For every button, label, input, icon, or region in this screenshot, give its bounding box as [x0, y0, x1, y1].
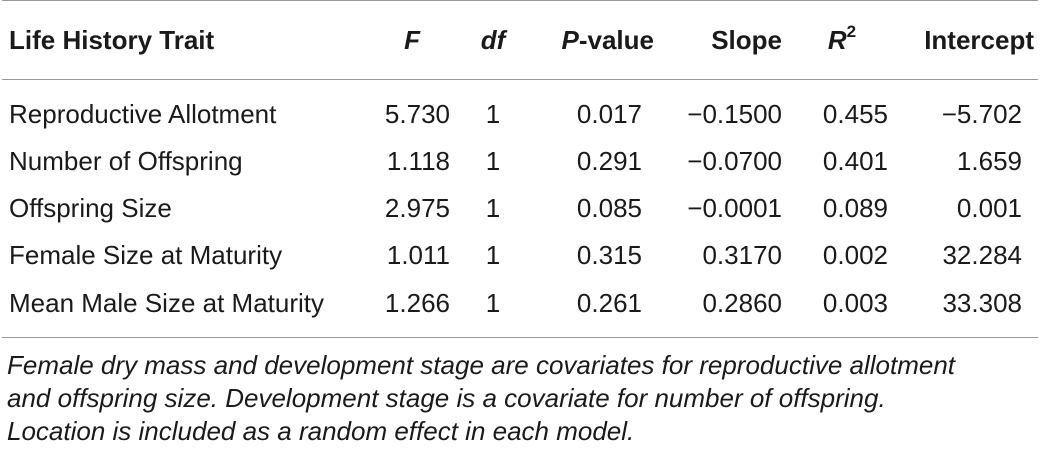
cell-df: 1 — [485, 98, 501, 129]
cell-r2: 0.455 — [822, 98, 888, 129]
cell-p: 0.291 — [576, 146, 642, 176]
cell-trait: Female Size at Maturity — [9, 240, 283, 270]
header-r2-base: R — [827, 24, 847, 55]
cell-r2: 0.401 — [822, 146, 888, 176]
cell-trait: Offspring Size — [9, 193, 172, 223]
footnote-line-3: Location is included as a random effect … — [7, 416, 635, 446]
cell-p: 0.261 — [526, 279, 656, 338]
table-body: Reproductive Allotment 5.730 1 0.017 −0.… — [2, 80, 1038, 338]
cell-intercept: 0.001 — [956, 193, 1022, 223]
header-slope: Slope — [656, 0, 792, 80]
cell-intercept: 33.308 — [892, 279, 1038, 338]
cell-f: 1.118 — [386, 146, 450, 176]
header-r2-sup: 2 — [846, 21, 857, 41]
footnote-line-2: and offspring size. Development stage is… — [7, 383, 886, 413]
cell-f: 1.266 — [369, 279, 460, 338]
cell-df: 1 — [460, 279, 526, 338]
cell-slope: −0.0700 — [687, 146, 782, 176]
cell-slope: 0.2860 — [656, 279, 792, 338]
cell-trait: Mean Male Size at Maturity — [2, 279, 369, 338]
cell-f: 2.975 — [384, 193, 450, 223]
header-f: F — [369, 0, 460, 80]
cell-trait: Reproductive Allotment — [9, 98, 277, 129]
header-p-italic: P — [561, 24, 579, 55]
table-footnote: Female dry mass and development stage ar… — [0, 338, 1040, 448]
cell-f: 1.011 — [386, 240, 450, 270]
cell-p: 0.085 — [576, 193, 642, 223]
cell-df: 1 — [485, 193, 501, 223]
cell-intercept: 32.284 — [942, 240, 1022, 270]
header-trait: Life History Trait — [2, 0, 369, 80]
header-r2: R2 — [792, 0, 892, 80]
table-row: Reproductive Allotment 5.730 1 0.017 −0.… — [2, 80, 1038, 139]
cell-intercept: −5.702 — [941, 98, 1022, 129]
header-intercept: Intercept — [892, 0, 1038, 80]
life-history-table: Life History Trait F df P-value Slope R2… — [2, 0, 1038, 338]
table-row: Number of Offspring 1.118 1 0.291 −0.070… — [2, 138, 1038, 185]
cell-df: 1 — [485, 240, 501, 270]
cell-p: 0.017 — [576, 98, 642, 129]
cell-r2: 0.002 — [822, 240, 888, 270]
header-row: Life History Trait F df P-value Slope R2… — [2, 0, 1038, 80]
header-p-rest: -value — [578, 24, 654, 55]
table-row: Mean Male Size at Maturity 1.266 1 0.261… — [2, 279, 1038, 338]
cell-f: 5.730 — [384, 98, 450, 129]
table-row: Offspring Size 2.975 1 0.085 −0.0001 0.0… — [2, 185, 1038, 232]
cell-r2: 0.089 — [822, 193, 888, 223]
cell-slope: −0.1500 — [687, 98, 782, 129]
cell-trait: Number of Offspring — [9, 146, 243, 176]
cell-df: 1 — [485, 146, 501, 176]
table-header: Life History Trait F df P-value Slope R2… — [2, 0, 1038, 80]
footnote-line-1: Female dry mass and development stage ar… — [7, 350, 956, 380]
header-df: df — [460, 0, 526, 80]
cell-intercept: 1.659 — [956, 146, 1022, 176]
cell-p: 0.315 — [576, 240, 642, 270]
cell-slope: 0.3170 — [702, 240, 782, 270]
cell-slope: −0.0001 — [687, 193, 782, 223]
table-row: Female Size at Maturity 1.011 1 0.315 0.… — [2, 232, 1038, 279]
cell-r2: 0.003 — [792, 279, 892, 338]
header-p-value: P-value — [526, 0, 656, 80]
